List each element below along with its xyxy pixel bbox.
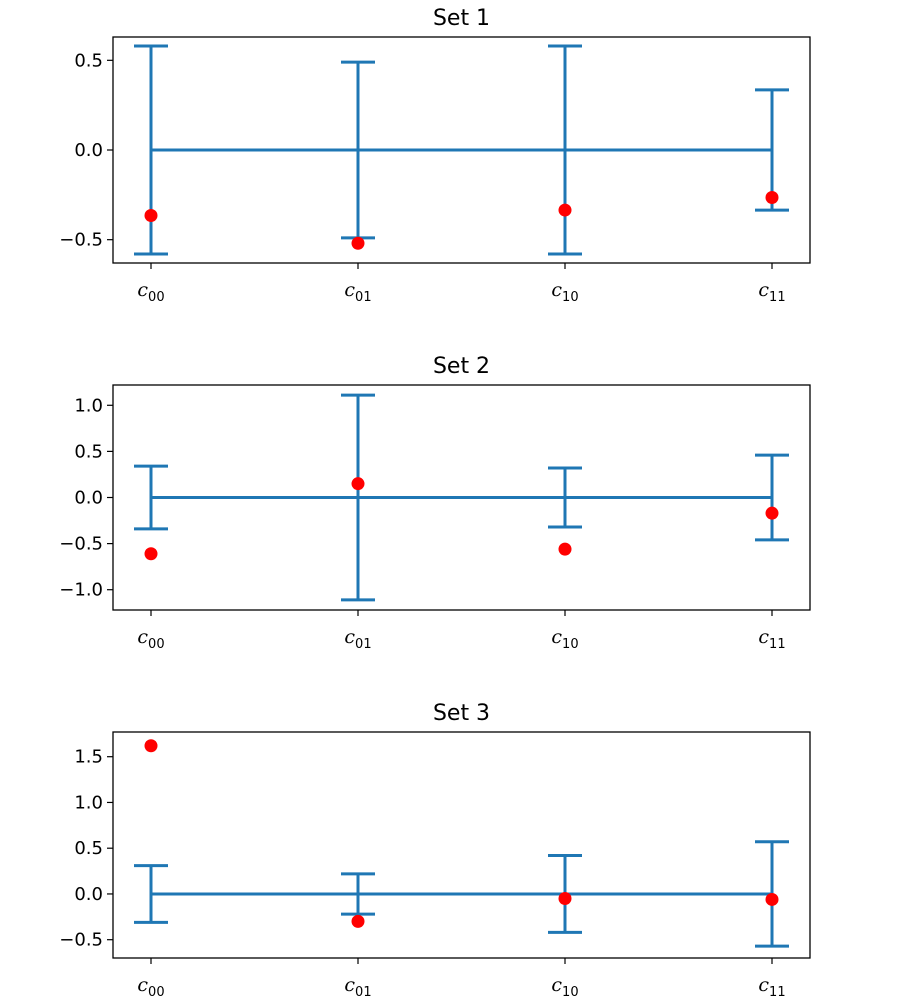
data-point — [765, 892, 779, 906]
axes-frame — [112, 731, 811, 959]
x-tick-label-base: c — [758, 626, 769, 648]
x-tick-label-base: c — [551, 626, 562, 648]
x-tick-label: c00 — [137, 279, 164, 305]
x-tick-label-subscript: 10 — [562, 985, 579, 997]
y-tick-label: −0.5 — [59, 534, 103, 555]
chart-title: Set 2 — [433, 354, 490, 379]
x-tick-label-base: c — [344, 626, 355, 648]
x-tick-label-subscript: 00 — [148, 985, 165, 997]
data-point — [351, 236, 365, 250]
chart-title: Set 1 — [433, 6, 490, 31]
y-tick-label: 0.0 — [74, 884, 103, 905]
errorbar — [548, 44, 582, 256]
errorbar — [134, 464, 168, 531]
x-tick-label: c01 — [344, 279, 371, 305]
x-tick-label-subscript: 11 — [769, 290, 786, 305]
x-tick-label-base: c — [758, 279, 769, 301]
y-tick-label: 1.5 — [74, 747, 103, 768]
data-point — [558, 203, 572, 217]
data-point — [558, 542, 572, 556]
x-tick-label-base: c — [551, 279, 562, 301]
data-point — [765, 506, 779, 520]
y-tick-label: 1.0 — [74, 395, 103, 416]
errorbar — [755, 453, 789, 542]
y-tick-label: −0.5 — [59, 930, 103, 951]
x-tick-label-subscript: 11 — [769, 985, 786, 997]
x-tick-label: c00 — [137, 626, 164, 652]
x-tick-label: c01 — [344, 974, 371, 997]
x-tick-label: c00 — [137, 974, 164, 997]
y-tick-label: 0.5 — [74, 50, 103, 71]
data-point — [144, 547, 158, 561]
y-tick-label: 0.5 — [74, 838, 103, 859]
x-tick-label-subscript: 10 — [562, 637, 579, 652]
x-tick-label-subscript: 01 — [355, 985, 372, 997]
x-tick-label-base: c — [137, 279, 148, 301]
errorbar — [341, 872, 375, 916]
x-tick-label-subscript: 10 — [562, 290, 579, 305]
x-tick-label-base: c — [551, 974, 562, 996]
y-tick-label: −0.5 — [59, 230, 103, 251]
x-tick-label-base: c — [137, 626, 148, 648]
x-tick-label-subscript: 01 — [355, 637, 372, 652]
x-tick-label-subscript: 11 — [769, 637, 786, 652]
data-point — [765, 191, 779, 205]
errorbar — [341, 393, 375, 602]
x-tick-label-base: c — [344, 279, 355, 301]
y-tick-label: −1.0 — [59, 580, 103, 601]
x-tick-label-base: c — [137, 974, 148, 996]
x-tick-label: c11 — [758, 626, 785, 652]
chart-title: Set 3 — [433, 701, 490, 726]
x-tick-label: c10 — [551, 279, 578, 305]
errorbar — [134, 864, 168, 924]
y-tick-label: 0.0 — [74, 488, 103, 509]
x-tick-label-subscript: 01 — [355, 290, 372, 305]
x-tick-label: c10 — [551, 626, 578, 652]
axes-frame — [112, 36, 811, 264]
axes-frame — [112, 384, 811, 611]
x-tick-label-subscript: 00 — [148, 637, 165, 652]
data-point — [558, 892, 572, 906]
x-tick-label: c10 — [551, 974, 578, 997]
x-tick-label-base: c — [344, 974, 355, 996]
errorbar — [755, 88, 789, 212]
x-tick-label-subscript: 00 — [148, 290, 165, 305]
errorbar — [548, 466, 582, 529]
data-point — [144, 739, 158, 753]
data-point — [351, 914, 365, 928]
y-tick-label: 1.0 — [74, 792, 103, 813]
data-point — [351, 477, 365, 491]
data-point — [144, 208, 158, 222]
x-tick-label: c11 — [758, 279, 785, 305]
x-tick-label: c11 — [758, 974, 785, 997]
y-tick-label: 0.0 — [74, 140, 103, 161]
x-tick-label-base: c — [758, 974, 769, 996]
x-tick-label: c01 — [344, 626, 371, 652]
y-tick-label: 0.5 — [74, 441, 103, 462]
